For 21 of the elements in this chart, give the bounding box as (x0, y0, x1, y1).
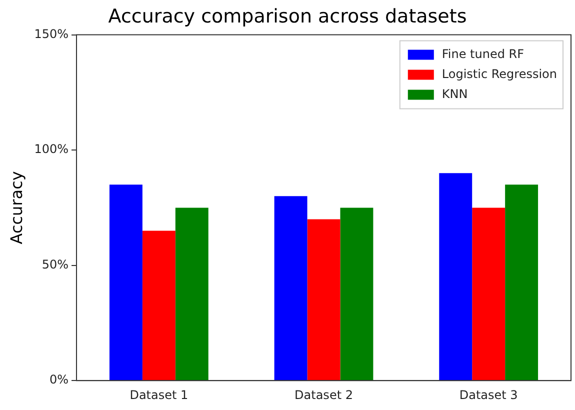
legend-label: Fine tuned RF (442, 46, 524, 61)
bar (307, 219, 340, 380)
bar (505, 184, 538, 380)
x-tick-label: Dataset 2 (294, 388, 353, 402)
x-tick-label: Dataset 1 (130, 388, 188, 402)
x-tick-label: Dataset 3 (459, 388, 518, 402)
y-tick-label: 150% (34, 26, 69, 41)
bar (175, 208, 208, 380)
y-tick-label: 100% (34, 142, 69, 156)
y-axis-title: Accuracy (6, 171, 26, 244)
chart-title: Accuracy comparison across datasets (108, 5, 467, 28)
legend-label: KNN (442, 86, 468, 101)
bar (109, 184, 142, 380)
y-tick-label: 0% (49, 372, 69, 387)
bar (340, 208, 374, 380)
bar (472, 208, 506, 380)
legend-label: Logistic Regression (442, 66, 557, 81)
y-tick-label: 50% (42, 257, 69, 272)
bar (142, 230, 176, 380)
bar (439, 173, 472, 380)
bar (274, 196, 308, 380)
